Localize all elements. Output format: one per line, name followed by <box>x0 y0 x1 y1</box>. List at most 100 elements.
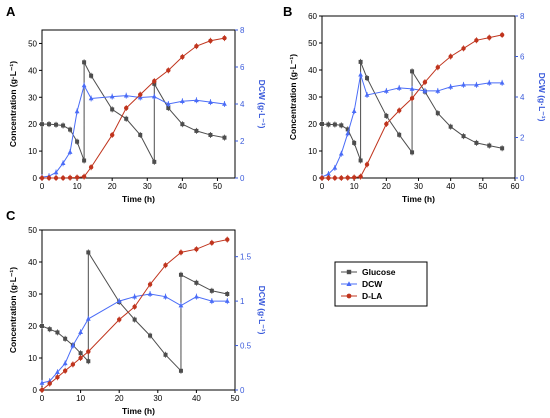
data-point-d-la <box>222 35 227 41</box>
x-tick-label: 10 <box>76 394 85 403</box>
data-point-d-la <box>86 349 91 354</box>
data-point-glucose <box>194 128 199 133</box>
x-axis-label: Time (h) <box>402 194 435 204</box>
data-point-d-la <box>81 174 87 179</box>
data-point-d-la <box>67 175 73 180</box>
data-point-d-la <box>209 240 215 245</box>
series-line-glucose <box>321 61 503 161</box>
data-point-d-la <box>180 54 185 60</box>
y2-tick-label: 0.5 <box>240 342 252 351</box>
data-point-glucose <box>40 324 44 328</box>
data-point-glucose <box>68 127 73 132</box>
y-axis-label: Concentration (g·L⁻¹) <box>288 54 298 140</box>
data-point-d-la <box>132 304 137 309</box>
x-tick-label: 0 <box>320 182 325 191</box>
y-tick-label: 10 <box>28 147 37 156</box>
y2-tick-label: 6 <box>240 63 245 72</box>
y-axis-label: Concentration (g·L⁻¹) <box>8 267 18 353</box>
data-point-dcw <box>499 80 505 85</box>
plot-frame <box>41 29 236 179</box>
data-point-glucose <box>339 123 344 128</box>
data-point-d-la <box>194 247 199 252</box>
data-point-glucose <box>352 140 357 145</box>
data-point-glucose <box>474 140 479 145</box>
data-point-dcw <box>461 82 466 87</box>
data-point-dcw <box>194 294 199 299</box>
data-point-d-la <box>384 121 389 127</box>
data-point-d-la <box>435 65 440 70</box>
data-point-dcw <box>345 130 351 136</box>
legend-marker-dcw <box>346 281 352 286</box>
data-point-glucose <box>152 159 157 164</box>
data-point-glucose <box>166 106 171 111</box>
data-point-glucose <box>326 122 331 127</box>
data-point-dcw <box>486 80 492 85</box>
data-point-dcw <box>78 329 83 335</box>
data-point-dcw <box>396 85 402 90</box>
data-point-dcw <box>383 88 389 93</box>
data-point-d-la <box>60 175 66 181</box>
data-point-d-la <box>78 355 83 361</box>
data-point-glucose <box>397 132 402 137</box>
data-point-glucose <box>194 280 199 285</box>
panel-letter: A <box>6 4 16 19</box>
data-point-glucose <box>332 122 337 127</box>
data-point-glucose <box>54 122 59 127</box>
data-point-d-la <box>47 381 52 386</box>
data-point-dcw <box>194 97 199 103</box>
y-tick-label: 0 <box>33 174 38 183</box>
data-point-glucose <box>461 134 466 139</box>
data-point-d-la <box>138 92 143 97</box>
data-point-glucose <box>55 330 60 335</box>
x-tick-label: 50 <box>213 182 222 191</box>
data-point-d-la <box>39 387 45 393</box>
y-tick-label: 40 <box>28 258 37 267</box>
data-point-dcw <box>116 298 122 303</box>
data-point-d-la <box>339 175 344 181</box>
y-tick-label: 20 <box>28 322 37 331</box>
data-point-dcw <box>338 151 344 156</box>
data-point-dcw <box>70 342 76 348</box>
legend-marker-glucose <box>346 269 352 275</box>
y2-tick-label: 2 <box>520 134 525 143</box>
x-tick-label: 20 <box>108 182 117 191</box>
series-line-d-la <box>41 239 228 391</box>
x-tick-label: 40 <box>192 394 201 403</box>
data-point-glucose <box>208 132 213 137</box>
data-point-dcw <box>88 95 94 101</box>
data-point-d-la <box>326 175 331 181</box>
x-tick-label: 20 <box>115 394 124 403</box>
data-point-d-la <box>109 132 115 138</box>
data-point-glucose <box>384 113 389 118</box>
data-point-glucose <box>148 333 153 338</box>
data-point-glucose <box>75 139 80 144</box>
data-point-dcw <box>165 101 171 106</box>
data-point-glucose <box>86 250 91 255</box>
data-point-glucose <box>209 288 214 293</box>
data-point-d-la <box>225 237 230 242</box>
plot-frame <box>321 15 516 179</box>
y2-tick-label: 4 <box>240 100 245 109</box>
data-point-d-la <box>46 175 52 181</box>
series-line-glucose <box>42 62 225 163</box>
data-point-d-la <box>345 175 350 180</box>
x-tick-label: 10 <box>350 182 359 191</box>
x-tick-label: 0 <box>40 394 45 403</box>
data-point-glucose <box>47 122 52 127</box>
y2-axis-label: DCW (g·L⁻¹) <box>537 73 547 122</box>
y2-tick-label: 8 <box>520 12 525 21</box>
data-point-d-la <box>208 38 213 43</box>
data-point-d-la <box>487 35 492 40</box>
data-point-d-la <box>117 317 122 322</box>
data-point-glucose <box>410 150 415 155</box>
data-point-dcw <box>67 149 73 154</box>
data-point-glucose <box>163 352 168 357</box>
data-point-d-la <box>55 375 60 380</box>
data-point-dcw <box>351 108 357 113</box>
data-point-glucose <box>138 132 143 137</box>
y-tick-label: 60 <box>308 12 317 21</box>
data-point-d-la <box>62 368 68 373</box>
data-point-dcw <box>109 94 115 99</box>
